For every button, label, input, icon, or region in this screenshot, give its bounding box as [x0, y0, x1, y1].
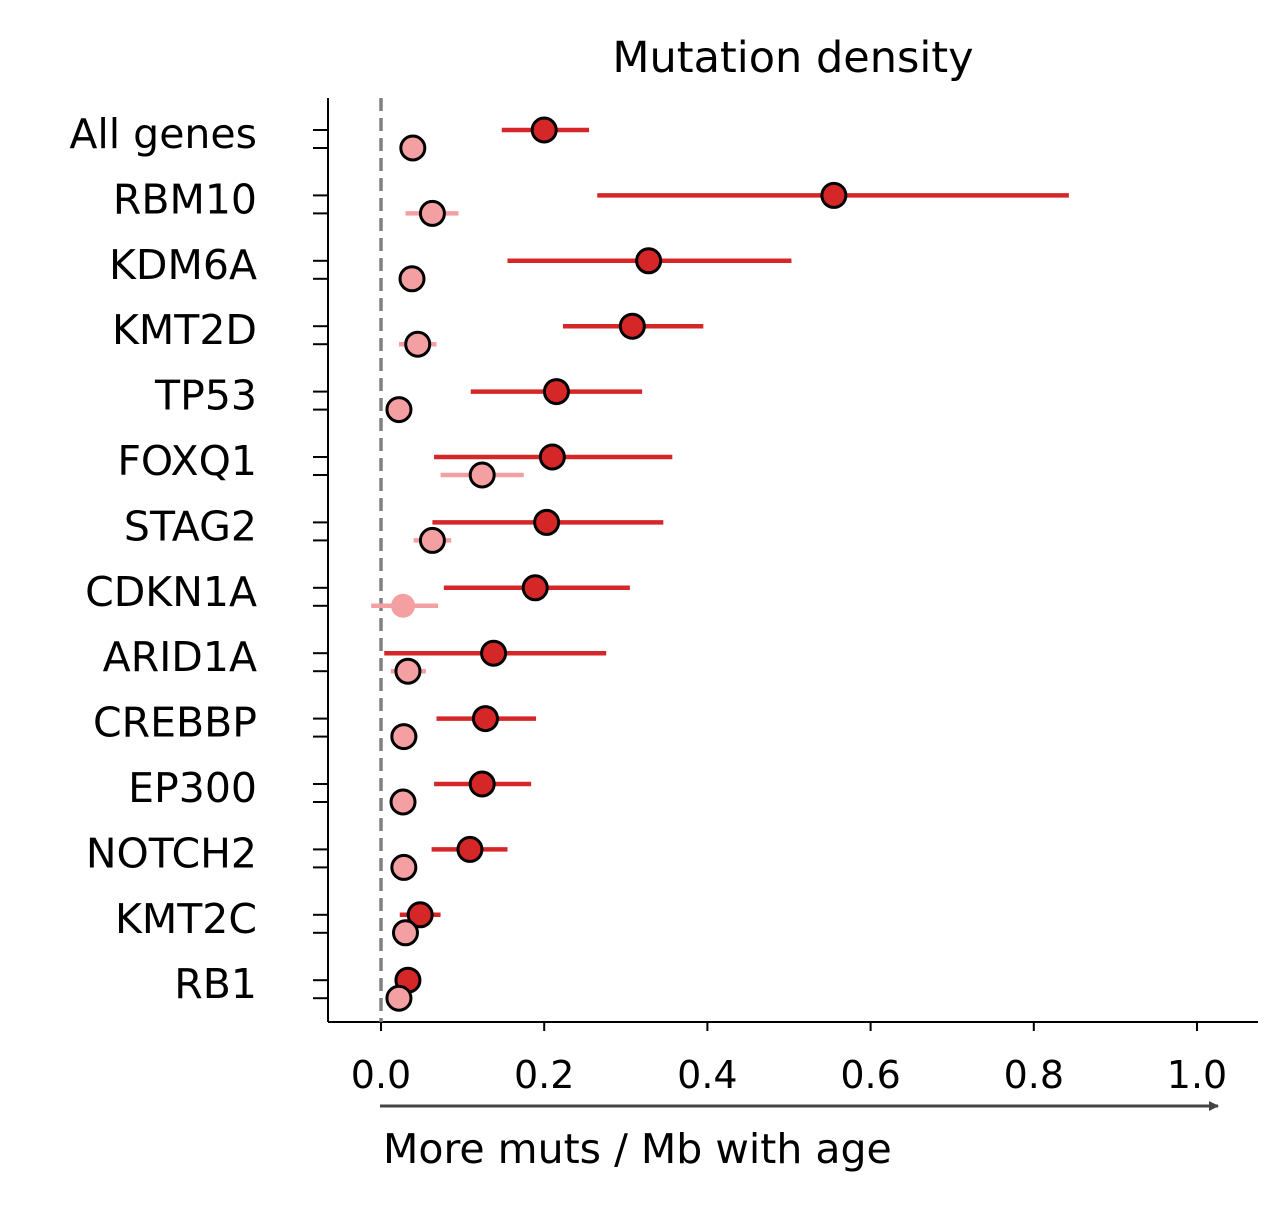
y-category-label: TP53: [154, 372, 257, 420]
point-estimate-marker: [390, 723, 418, 751]
y-category-label: RB1: [174, 960, 257, 1008]
point-estimate-marker: [533, 508, 561, 536]
y-category-label: CREBBP: [93, 699, 257, 747]
y-category-label: KMT2D: [112, 306, 257, 354]
x-tick-label: 0.6: [840, 1053, 900, 1097]
point-estimate-marker: [406, 901, 434, 929]
point-estimate-marker: [399, 134, 427, 162]
point-estimate-marker: [820, 181, 848, 209]
point-estimate-marker: [480, 639, 508, 667]
x-axis-label: More muts / Mb with age: [383, 1125, 892, 1173]
y-category-label: NOTCH2: [86, 829, 257, 877]
point-estimate-marker: [456, 835, 484, 863]
point-estimate-marker: [385, 396, 413, 424]
point-estimate-marker: [404, 330, 432, 358]
point-estimate-marker: [530, 116, 558, 144]
point-estimate-marker: [468, 770, 496, 798]
y-category-label: KMT2C: [115, 895, 257, 943]
point-estimate-marker: [418, 526, 446, 554]
point-estimate-marker: [394, 657, 422, 685]
point-estimate-marker: [471, 705, 499, 733]
y-category-label: EP300: [128, 764, 257, 812]
y-category-label: FOXQ1: [117, 437, 257, 485]
point-estimate-marker: [538, 443, 566, 471]
y-category-label: All genes: [69, 110, 257, 158]
y-category-label: KDM6A: [109, 241, 257, 289]
point-estimate-marker: [398, 265, 426, 293]
point-estimate-marker: [468, 461, 496, 489]
point-estimate-marker: [618, 312, 646, 340]
point-estimate-marker: [635, 247, 663, 275]
x-tick-label: 1.0: [1167, 1053, 1227, 1097]
y-category-label: STAG2: [124, 502, 257, 550]
point-estimate-marker: [418, 199, 446, 227]
y-category-label: CDKN1A: [85, 568, 257, 616]
point-estimate-marker: [390, 853, 418, 881]
y-category-label: RBM10: [113, 175, 257, 223]
point-estimate-marker: [521, 574, 549, 602]
x-tick-label: 0.2: [514, 1053, 574, 1097]
point-estimate-marker: [391, 593, 416, 618]
y-category-label: ARID1A: [103, 633, 257, 681]
point-estimate-marker: [542, 378, 570, 406]
x-tick-label: 0.8: [1004, 1053, 1064, 1097]
point-estimate-marker: [391, 919, 419, 947]
point-estimate-marker: [385, 984, 413, 1012]
x-tick-label: 0.4: [677, 1053, 737, 1097]
point-estimate-marker: [389, 788, 417, 816]
x-tick-label: 0.0: [351, 1053, 411, 1097]
chart-title: Mutation density: [612, 33, 973, 83]
